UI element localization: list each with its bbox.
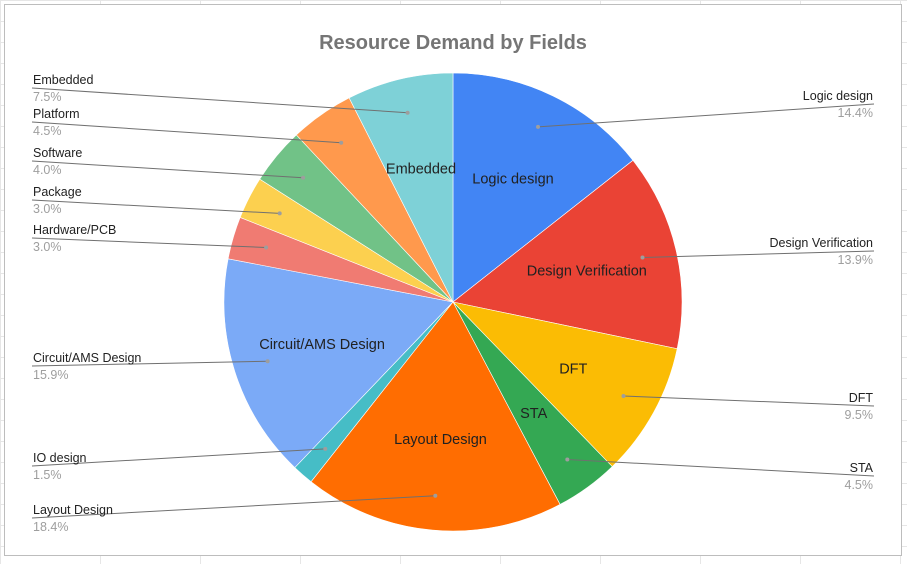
percent-label-package: 3.0%: [33, 202, 62, 216]
leader-io-design: [31, 448, 326, 467]
leader-embedded: [31, 87, 408, 114]
slice-label-layout-design: Layout Design: [394, 432, 487, 448]
pie-slices: [223, 72, 683, 532]
percent-label-design-verification: 13.9%: [838, 253, 873, 267]
leader-software: [31, 160, 304, 179]
slice-label-sta: STA: [520, 406, 547, 422]
leader-sta: [567, 459, 875, 477]
leader-dot-circuit-ams-design: [265, 359, 270, 364]
category-label-sta: STA: [850, 461, 874, 475]
leader-dot-layout-design: [433, 493, 438, 498]
leader-logic-design: [537, 103, 875, 128]
category-label-software: Software: [33, 146, 82, 160]
percent-label-io-design: 1.5%: [33, 468, 62, 482]
slice-label-embedded: Embedded: [386, 161, 456, 177]
leader-design-verification: [642, 250, 875, 258]
percent-label-embedded: 7.5%: [33, 90, 62, 104]
leader-dot-platform: [339, 140, 344, 145]
category-label-logic-design: Logic design: [803, 89, 873, 103]
leader-dot-io-design: [323, 446, 328, 451]
slice-inside-labels: Logic design Design Verification DFT STA Lay…: [259, 161, 647, 447]
percent-label-software: 4.0%: [33, 163, 62, 177]
leader-dot-dft: [621, 394, 626, 398]
leader-layout-design: [31, 495, 436, 519]
category-label-hardware-pcb: Hardware/PCB: [33, 223, 116, 237]
category-label-platform: Platform: [33, 107, 80, 121]
percent-label-logic-design: 14.4%: [838, 106, 873, 120]
slice-label-circuit-ams-design: Circuit/AMS Design: [259, 337, 385, 353]
leader-circuit-ams-design: [31, 360, 268, 367]
category-label-embedded: Embedded: [33, 73, 94, 87]
slice-layout-design[interactable]: [310, 301, 561, 532]
category-label-circuit-ams-design: Circuit/AMS Design: [33, 351, 141, 365]
leader-dot-embedded: [405, 110, 410, 115]
percent-label-hardware-pcb: 3.0%: [33, 240, 62, 254]
category-label-io-design: IO design: [33, 451, 87, 465]
leader-dft: [623, 395, 875, 407]
slice-label-dft: DFT: [559, 361, 587, 377]
slice-label-logic-design: Logic design: [472, 171, 553, 187]
percent-label-sta: 4.5%: [845, 478, 874, 492]
category-label-design-verification: Design Verification: [769, 236, 873, 250]
slice-logic-design[interactable]: [452, 72, 634, 303]
percent-label-platform: 4.5%: [33, 124, 62, 138]
slice-embedded[interactable]: [348, 72, 454, 303]
percent-label-layout-design: 18.4%: [33, 520, 68, 534]
category-label-layout-design: Layout Design: [33, 503, 113, 517]
category-label-package: Package: [33, 185, 82, 199]
leader-lines: [31, 87, 875, 519]
category-label-dft: DFT: [849, 391, 874, 405]
leader-dot-design-verification: [640, 255, 645, 260]
leader-hardware-pcb: [31, 237, 267, 248]
side-labels: Logic design 14.4% Design Verification 13.9…: [33, 73, 874, 534]
slice-label-design-verification: Design Verification: [527, 264, 647, 280]
leader-dot-logic-design: [536, 124, 540, 129]
chart-title: Resource Demand by Fields: [319, 32, 587, 54]
percent-label-circuit-ams-design: 15.9%: [33, 368, 68, 382]
leader-dot-software: [301, 175, 306, 180]
leader-dot-package: [277, 211, 282, 216]
slice-design-verification[interactable]: [452, 159, 683, 350]
percent-label-dft: 9.5%: [845, 408, 874, 422]
leader-package: [31, 199, 280, 214]
leader-dot-sta: [565, 457, 570, 462]
leader-dot-hardware-pcb: [264, 245, 269, 250]
leader-platform: [31, 121, 342, 144]
